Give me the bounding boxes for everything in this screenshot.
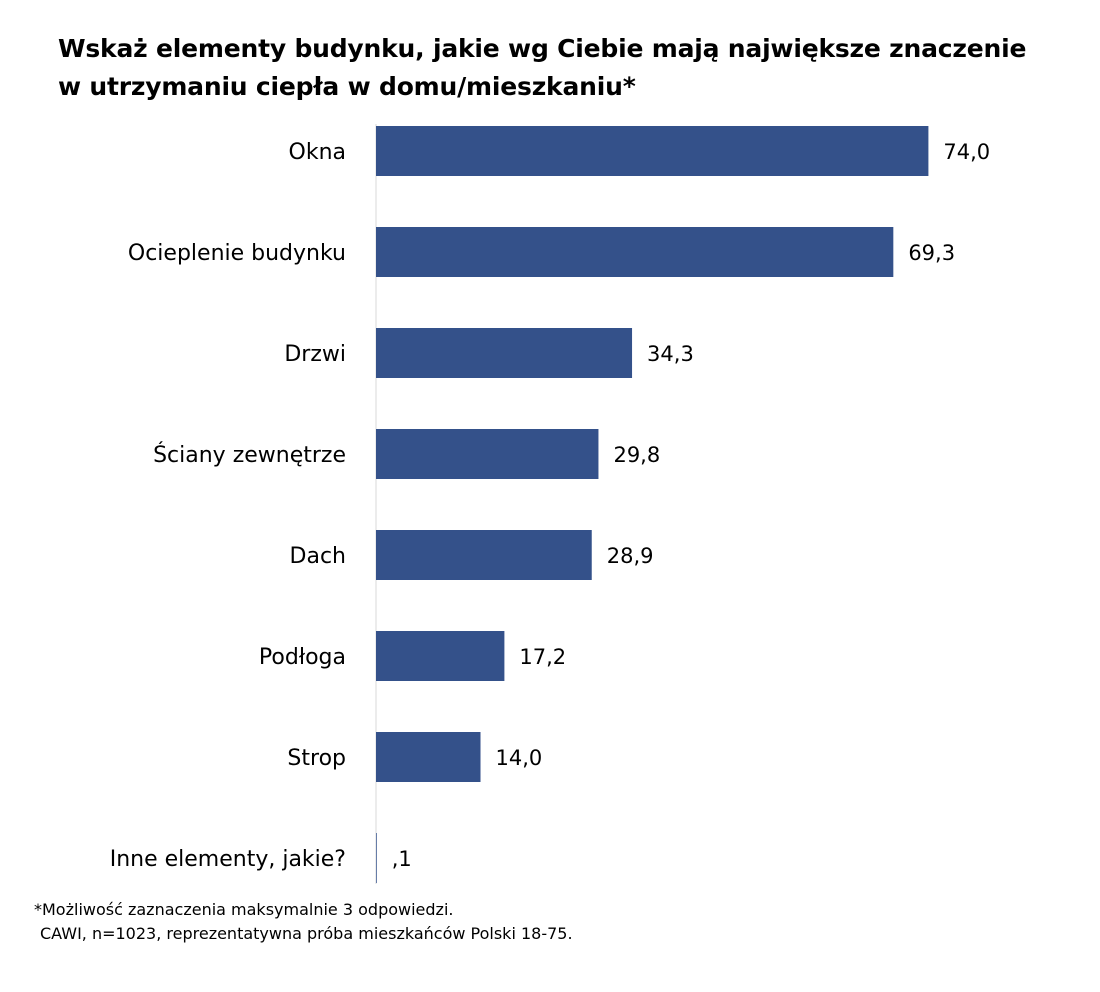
category-label: Ocieplenie budynku [128,241,346,266]
data-label: 34,3 [647,342,694,366]
data-label: 14,0 [496,746,543,770]
category-label: Dach [290,544,346,569]
data-label: 29,8 [613,443,660,467]
category-label: Drzwi [284,342,346,367]
bar [376,833,377,883]
bar-chart: Okna 74,0 Ocieplenie budynku 69,3 Drzwi 34,3 Ś… [110,124,990,884]
data-label: ,1 [392,847,412,871]
category-label: Ściany zewnętrze [153,442,346,468]
category-label: Inne elementy, jakie? [110,847,346,872]
category-label: Strop [287,746,346,771]
data-label: 74,0 [943,140,990,164]
category-label: Okna [289,140,346,165]
bar [376,631,505,681]
bar [376,126,929,176]
footnote-answers: *Możliwość zaznaczenia maksymalnie 3 odp… [34,900,454,919]
bar [376,328,633,378]
category-label: Podłoga [259,645,346,670]
bar [376,227,894,277]
footnotes: *Możliwość zaznaczenia maksymalnie 3 odp… [34,898,573,946]
chart-title: Wskaż elementy budynku, jakie wg Ciebie … [58,30,1058,106]
bar [376,429,599,479]
bar [376,530,592,580]
data-label: 28,9 [607,544,654,568]
bar [376,732,481,782]
chart-title-line-2: w utrzymaniu ciepła w domu/mieszkaniu* [58,72,636,101]
data-label: 17,2 [519,645,566,669]
chart-title-line-1: Wskaż elementy budynku, jakie wg Ciebie … [58,34,1027,63]
data-label: 69,3 [908,241,955,265]
footnote-sample: CAWI, n=1023, reprezentatywna próba mies… [40,924,573,943]
